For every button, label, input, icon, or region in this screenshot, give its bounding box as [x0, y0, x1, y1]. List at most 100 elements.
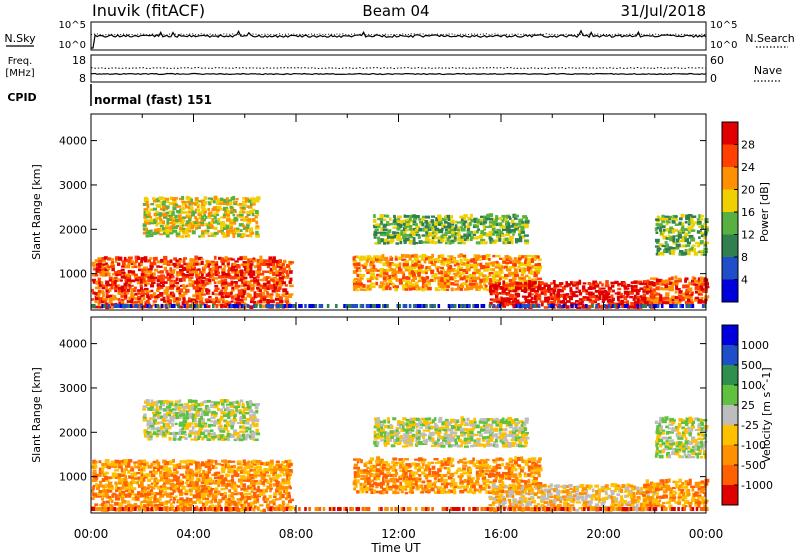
power-cell	[191, 210, 194, 214]
power-cell	[242, 211, 246, 213]
velocity-cell	[356, 490, 360, 493]
velocity-cell	[227, 464, 230, 467]
power-colorbar-swatch	[722, 122, 738, 145]
power-cell	[101, 281, 104, 284]
power-cell	[98, 268, 102, 271]
velocity-cell	[136, 472, 140, 474]
velocity-cell	[469, 468, 473, 472]
power-cell	[201, 289, 204, 293]
velocity-cell	[186, 460, 190, 463]
power-cell	[118, 298, 121, 301]
power-cell	[660, 223, 663, 227]
velocity-cell	[150, 433, 153, 436]
power-cell	[253, 258, 256, 260]
power-cell	[460, 259, 463, 262]
power-cell	[178, 214, 182, 218]
velocity-cell	[240, 492, 243, 495]
power-cell	[664, 247, 668, 249]
power-cell	[111, 258, 114, 261]
power-cell	[378, 304, 381, 308]
velocity-cell	[146, 399, 150, 403]
power-cell	[225, 256, 228, 259]
velocity-cell	[485, 484, 489, 486]
power-cell	[107, 304, 110, 308]
power-cell	[444, 221, 448, 224]
power-cell	[451, 288, 454, 292]
power-cell	[499, 274, 502, 278]
velocity-cell	[191, 481, 195, 485]
power-cell	[131, 285, 134, 287]
power-cell	[528, 304, 531, 308]
velocity-cell	[237, 473, 240, 477]
velocity-cell	[146, 473, 151, 477]
velocity-cell	[227, 430, 230, 433]
velocity-cell	[229, 419, 232, 422]
power-cell	[470, 214, 473, 218]
power-cell	[195, 269, 198, 271]
power-cell	[178, 292, 181, 294]
velocity-cell	[227, 474, 231, 477]
power-cell	[233, 222, 236, 225]
power-cell	[150, 203, 154, 205]
power-cell	[221, 268, 226, 271]
velocity-cell	[155, 433, 159, 435]
velocity-cell	[384, 440, 387, 443]
freq-label: Freq.	[8, 56, 33, 67]
power-cell	[498, 222, 502, 226]
power-cell	[233, 281, 238, 284]
power-cell	[527, 261, 531, 264]
power-cell	[363, 256, 366, 259]
power-cell	[134, 265, 138, 268]
nave-trace	[91, 68, 706, 69]
power-cell	[182, 267, 187, 271]
power-cell	[134, 274, 138, 276]
velocity-cell	[259, 460, 262, 463]
velocity-cell	[169, 495, 172, 498]
velocity-cell	[204, 425, 207, 427]
power-cell	[395, 256, 398, 258]
power-cell	[229, 223, 234, 226]
power-cell	[208, 292, 211, 295]
velocity-cell	[387, 417, 390, 421]
power-cell	[673, 235, 676, 239]
velocity-cell	[181, 428, 184, 431]
power-cell	[162, 220, 165, 224]
velocity-cell	[402, 445, 406, 447]
power-cell	[237, 297, 240, 301]
velocity-cell	[130, 481, 133, 485]
power-cell	[393, 215, 396, 218]
power-cell	[208, 235, 211, 237]
power-cell	[428, 224, 431, 227]
power-cell	[589, 305, 592, 308]
power-cell	[172, 293, 175, 295]
velocity-cell	[385, 461, 388, 463]
power-cell	[409, 228, 413, 230]
power-cell	[665, 241, 668, 244]
power-cell	[554, 297, 558, 300]
power-cell	[384, 214, 387, 217]
power-cell	[217, 218, 220, 221]
velocity-cell	[104, 463, 107, 465]
power-cell	[149, 270, 152, 274]
power-cell	[405, 304, 408, 308]
power-cell	[230, 292, 233, 295]
velocity-cell	[124, 500, 127, 504]
power-cell	[240, 264, 243, 266]
velocity-cell	[166, 500, 171, 503]
power-cell	[377, 270, 380, 272]
velocity-cell	[146, 462, 149, 466]
power-cell	[124, 257, 127, 261]
power-cell	[132, 270, 136, 273]
velocity-cell	[169, 437, 172, 441]
power-cell	[533, 281, 536, 284]
power-cell	[557, 297, 560, 301]
power-cell	[247, 287, 251, 291]
power-cell	[169, 300, 172, 303]
velocity-cell	[273, 492, 277, 495]
velocity-cell	[194, 419, 197, 422]
power-cell	[504, 277, 508, 279]
power-cell	[476, 304, 479, 308]
velocity-cell	[467, 475, 472, 477]
power-cell	[661, 215, 664, 218]
velocity-cell	[185, 490, 190, 493]
